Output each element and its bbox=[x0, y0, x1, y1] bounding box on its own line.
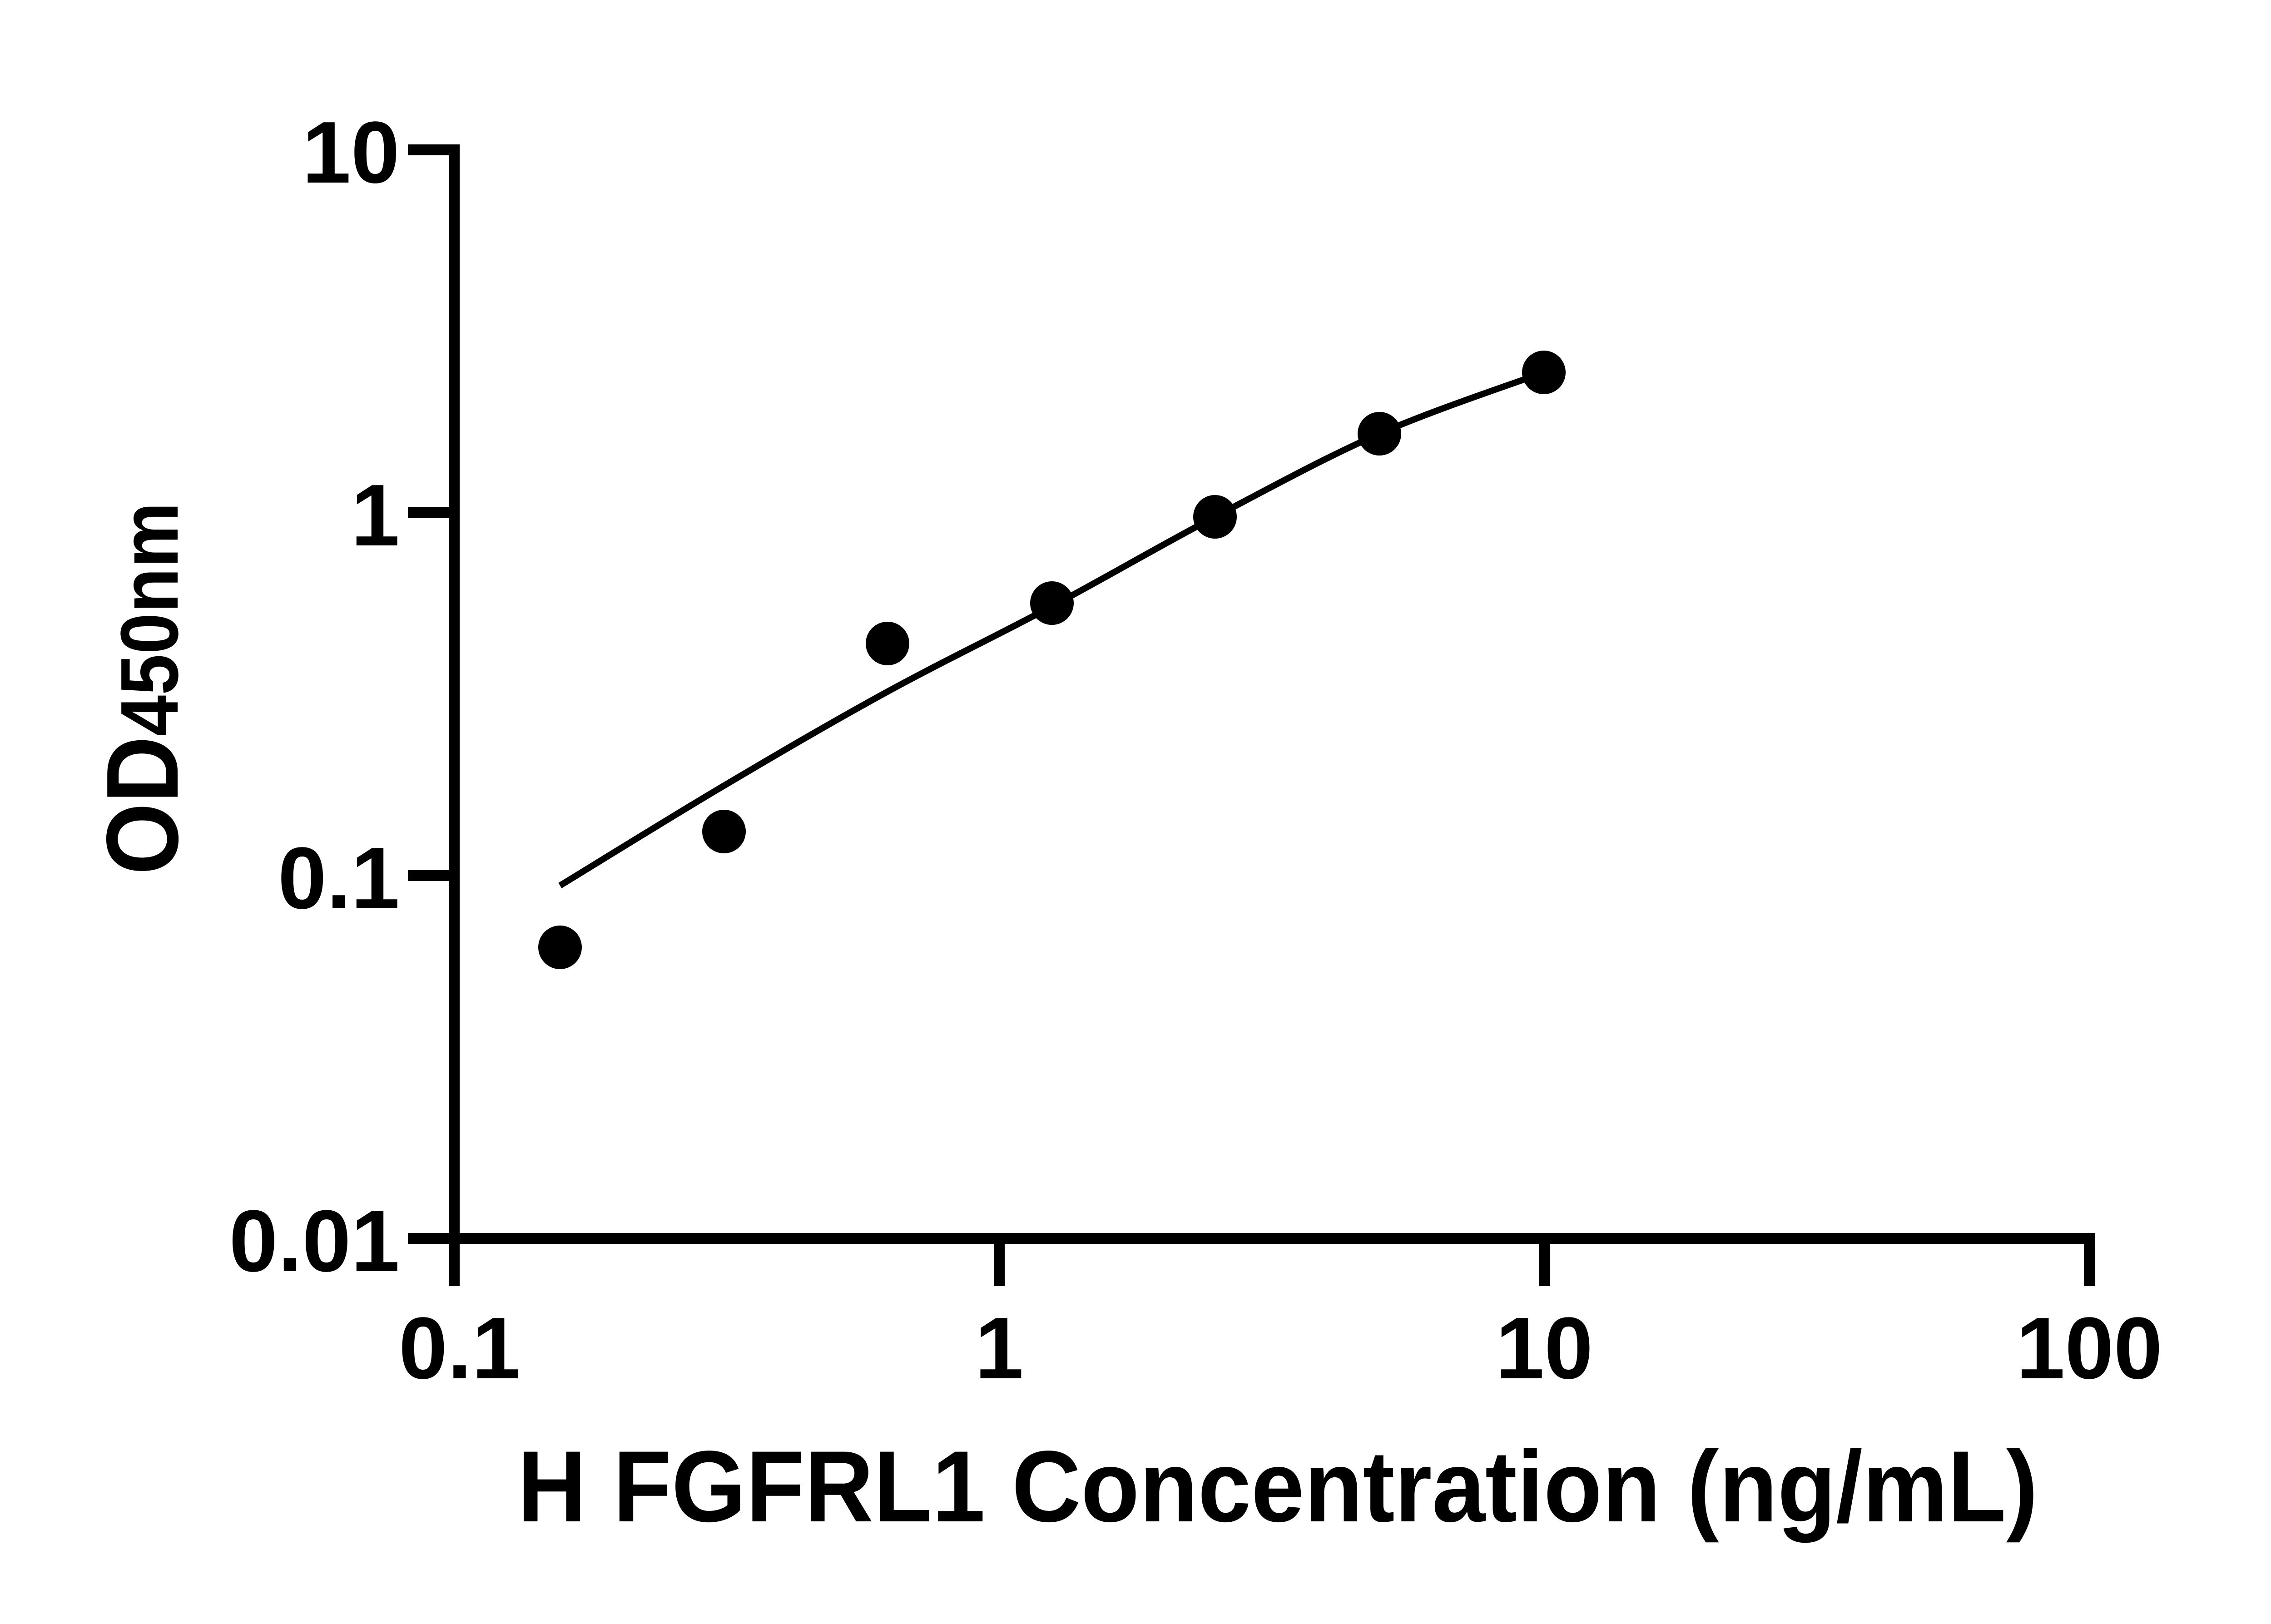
svg-text:0.1: 0.1 bbox=[399, 1299, 521, 1397]
svg-text:10: 10 bbox=[1496, 1299, 1593, 1397]
svg-text:10: 10 bbox=[302, 103, 400, 201]
svg-text:OD450nm: OD450nm bbox=[86, 502, 200, 875]
svg-text:H FGFRL1 Concentration (ng/mL): H FGFRL1 Concentration (ng/mL) bbox=[517, 1430, 2038, 1543]
svg-text:1: 1 bbox=[351, 466, 400, 564]
svg-text:0.1: 0.1 bbox=[278, 829, 400, 927]
svg-text:1: 1 bbox=[975, 1299, 1023, 1397]
svg-text:100: 100 bbox=[2016, 1299, 2162, 1397]
svg-text:0.01: 0.01 bbox=[229, 1192, 400, 1290]
